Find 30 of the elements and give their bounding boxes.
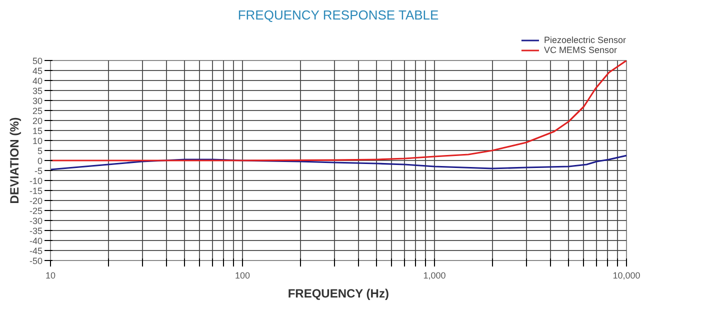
y-tick-label: 15 [32,126,43,136]
y-tick-label: -45 [29,246,43,256]
legend-label: VC MEMS Sensor [544,45,617,55]
x-tick-label: 1,000 [423,270,446,280]
y-tick-label: 20 [32,116,43,126]
y-tick-label: -35 [29,226,43,236]
y-tick-label: -20 [29,196,43,206]
y-tick-label: 0 [37,156,43,166]
x-tick-label: 10 [45,270,56,280]
y-tick-label: 30 [32,96,43,106]
y-tick-label: 25 [32,106,43,116]
y-tick-label: 35 [32,86,43,96]
legend-label: Piezoelectric Sensor [544,35,626,45]
y-tick-label: 10 [32,136,43,146]
y-tick-label: 50 [32,56,43,66]
y-tick-label: 40 [32,76,43,86]
x-axis-title: FREQUENCY (Hz) [288,286,389,300]
y-tick-label: -30 [29,216,43,226]
y-tick-label: -5 [34,166,43,176]
y-tick-label: -25 [29,206,43,216]
y-tick-label: -50 [29,256,43,266]
x-tick-label: 10,000 [612,270,640,280]
y-tick-label: -15 [29,186,43,196]
y-tick-label: -40 [29,236,43,246]
y-tick-label: 45 [32,66,43,76]
y-tick-label: -10 [29,176,43,186]
y-tick-label: 5 [37,146,43,156]
chart-title: FREQUENCY RESPONSE TABLE [238,8,440,22]
y-axis-title: DEVIATION (%) [7,117,22,204]
x-tick-label: 100 [234,270,250,280]
